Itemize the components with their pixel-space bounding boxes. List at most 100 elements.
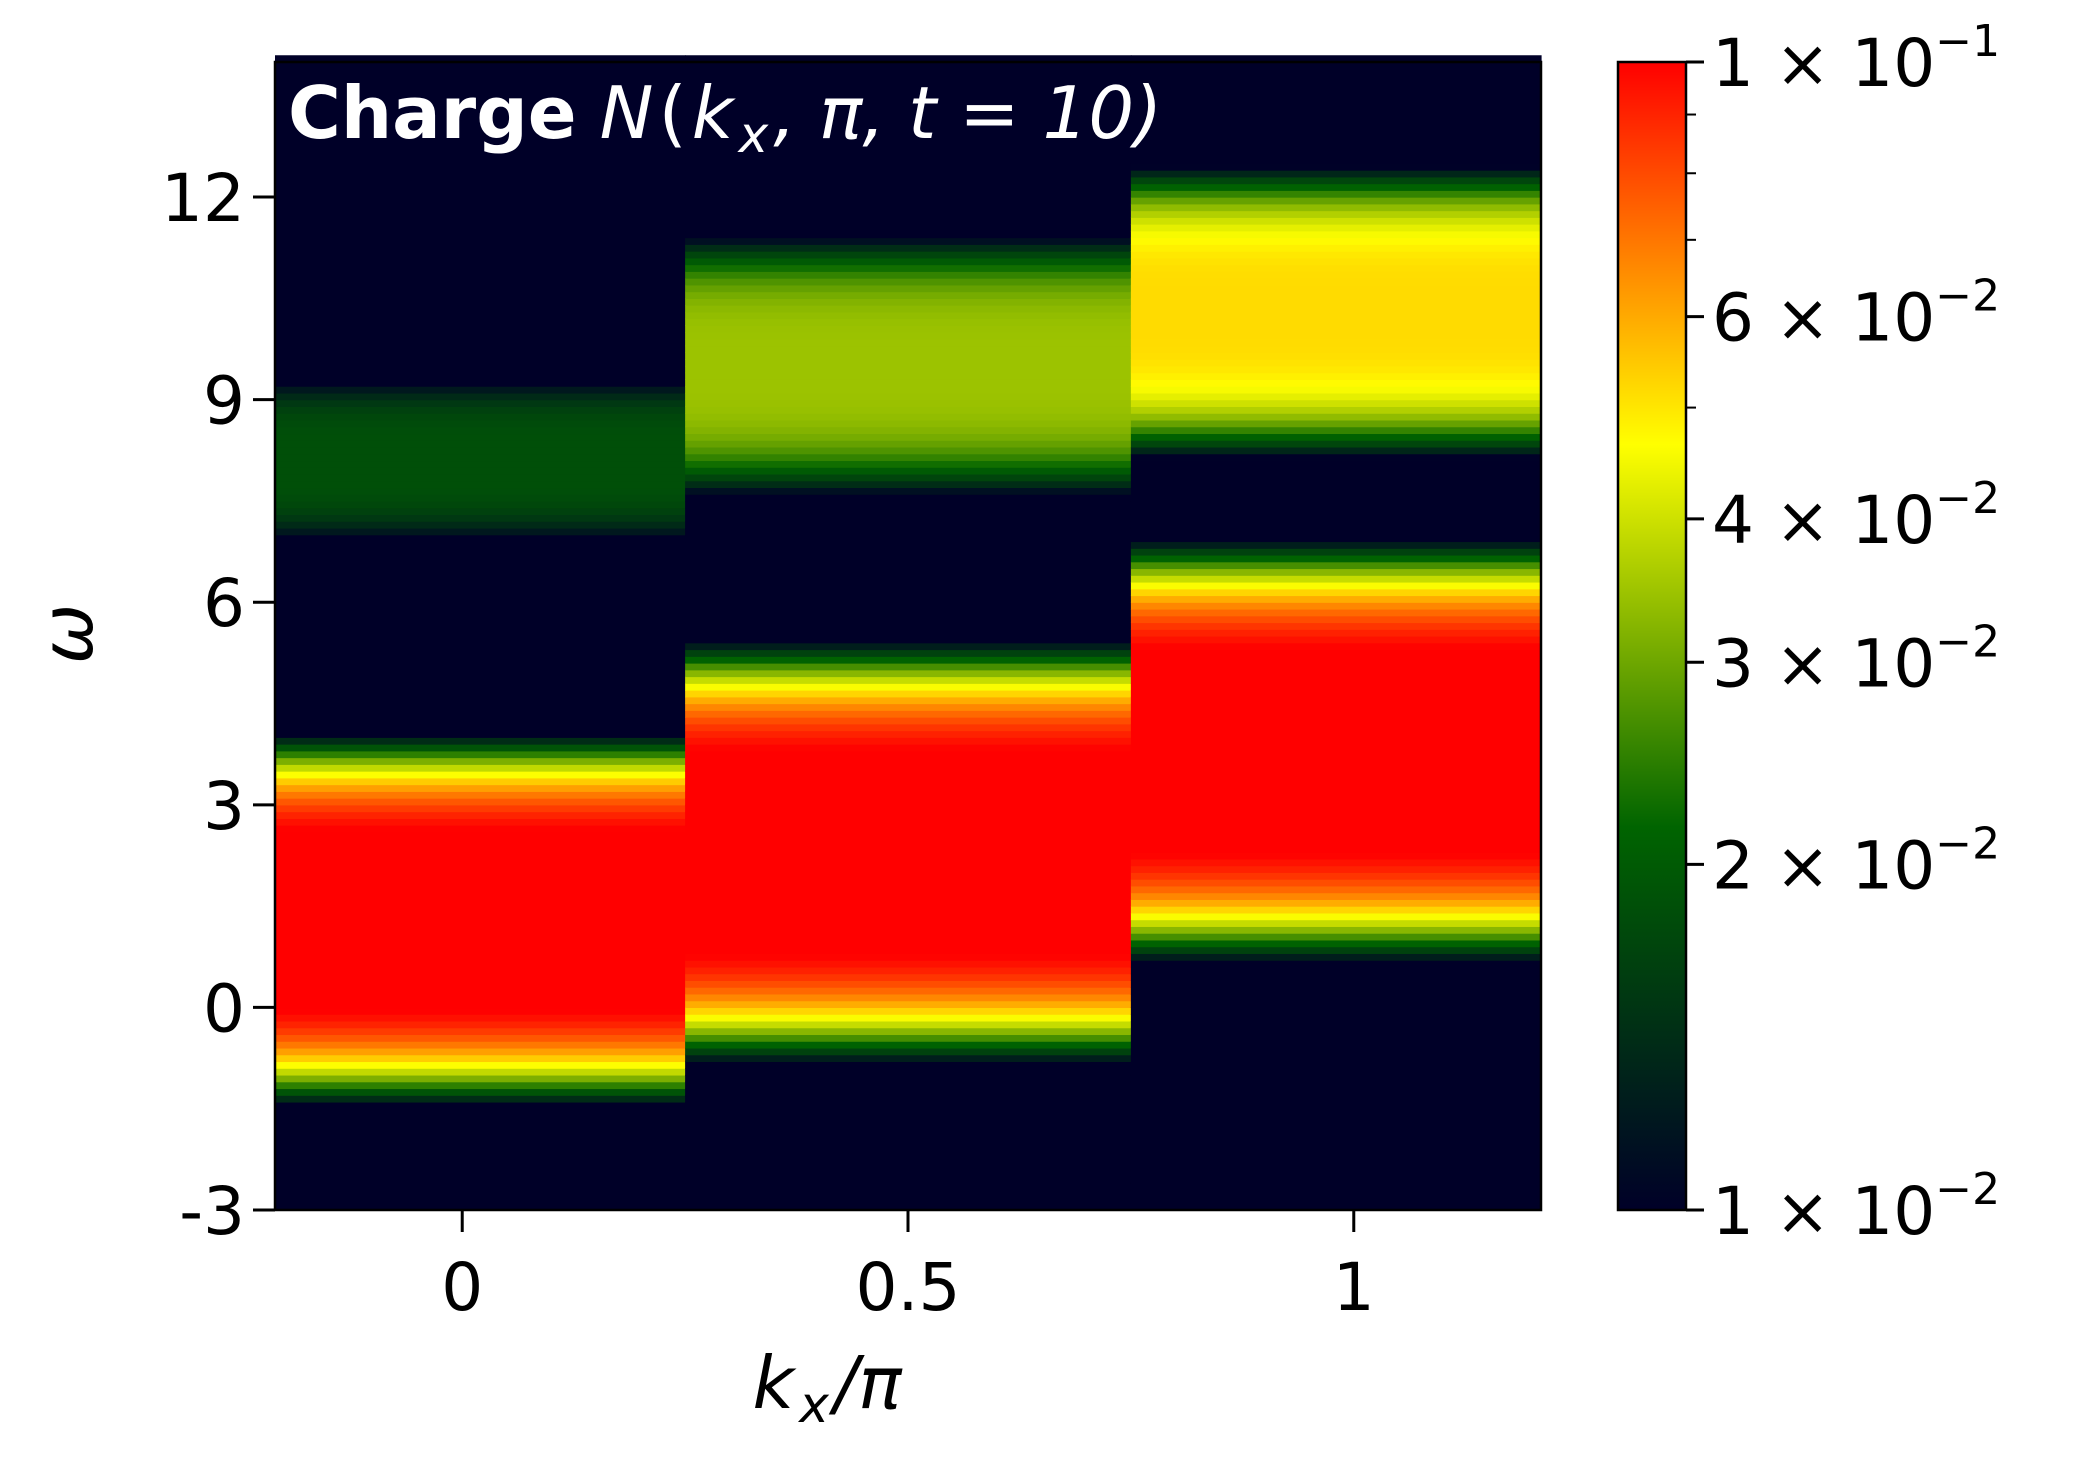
heatmap-cell (275, 1122, 686, 1130)
heatmap-cell (685, 629, 1132, 637)
heatmap-cell (1130, 858, 1542, 867)
heatmap-cell (1130, 696, 1542, 705)
heatmap-cell (275, 1176, 686, 1184)
heatmap-cell (1130, 1128, 1542, 1137)
heatmap-cell (685, 588, 1132, 597)
heatmap-cell (275, 636, 686, 644)
heatmap-cell (685, 710, 1132, 718)
heatmap-cell (685, 176, 1132, 185)
heatmap-cell (685, 744, 1132, 752)
heatmap-cell (685, 757, 1132, 765)
heatmap-cell (1130, 163, 1542, 171)
heatmap-cell (685, 663, 1132, 671)
heatmap-cell (275, 953, 686, 961)
heatmap-cell (275, 750, 686, 759)
heatmap-cell (685, 1034, 1132, 1042)
heatmap-cell (685, 365, 1132, 374)
heatmap-cell (275, 1182, 686, 1191)
heatmap-cell (1130, 143, 1542, 151)
heatmap-cell (275, 845, 686, 853)
heatmap-cell (275, 440, 686, 448)
heatmap-cell (685, 122, 1132, 131)
heatmap-cell (685, 1081, 1132, 1090)
heatmap-cell (685, 386, 1132, 394)
heatmap-cell (1130, 892, 1542, 900)
heatmap-cell (275, 730, 686, 738)
heatmap-cell (685, 129, 1132, 137)
heatmap-cell (1130, 89, 1542, 97)
heatmap-cell (275, 804, 686, 813)
heatmap-cell (685, 791, 1132, 799)
heatmap-cell (275, 561, 686, 570)
heatmap-cell (685, 858, 1132, 867)
heatmap-cell (275, 663, 686, 671)
heatmap-cell (1130, 149, 1542, 158)
heatmap-cell (275, 541, 686, 549)
heatmap-cell (685, 622, 1132, 630)
y-tick-label: 9 (203, 363, 245, 440)
heatmap-cell (685, 987, 1132, 995)
heatmap-cell (275, 1196, 686, 1204)
heatmap-cell (275, 217, 686, 225)
heatmap-cell (1130, 663, 1542, 671)
heatmap-cell (1130, 190, 1542, 198)
heatmap-cell (685, 102, 1132, 110)
heatmap-cell (685, 487, 1132, 495)
heatmap-cell (1130, 852, 1542, 860)
heatmap-cell (1130, 804, 1542, 813)
heatmap-cell (275, 122, 686, 131)
heatmap-cell (275, 615, 686, 624)
title-symbol: N (600, 71, 654, 155)
heatmap-cell (275, 325, 686, 333)
heatmap-cell (685, 136, 1132, 144)
heatmap-cell (685, 82, 1132, 90)
heatmap-cell (685, 1115, 1132, 1123)
heatmap-cell (275, 885, 686, 894)
heatmap-cell (275, 642, 686, 651)
heatmap-cell (275, 372, 686, 380)
heatmap-cell (275, 183, 686, 191)
heatmap-cell (685, 1155, 1132, 1164)
heatmap-cell (1130, 453, 1542, 462)
heatmap-cell (685, 771, 1132, 779)
heatmap-cell (1130, 939, 1542, 948)
heatmap-cell (275, 197, 686, 205)
heatmap-cell (1130, 68, 1542, 77)
heatmap-cell (275, 311, 686, 320)
heatmap-cell (1130, 1189, 1542, 1198)
heatmap-cell (275, 433, 686, 441)
heatmap-cell (1130, 575, 1542, 583)
heatmap-cell (685, 615, 1132, 624)
heatmap-cell (275, 683, 686, 691)
heatmap-cell (685, 89, 1132, 97)
heatmap-cell (1130, 1115, 1542, 1123)
heatmap-cell (1130, 649, 1542, 657)
heatmap-cell (685, 1095, 1132, 1103)
heatmap-cell (275, 906, 686, 914)
heatmap-cell (275, 109, 686, 117)
heatmap-cell (275, 1135, 686, 1144)
heatmap-cell (275, 345, 686, 353)
heatmap-cell (685, 818, 1132, 826)
heatmap-cell (1130, 345, 1542, 353)
heatmap-cell (685, 298, 1132, 306)
heatmap-cell (685, 723, 1132, 732)
heatmap-cell (275, 879, 686, 887)
heatmap-cell (275, 1203, 686, 1211)
colorbar-tick-label: 4 × 10−2 (1712, 473, 2000, 559)
heatmap-cell (685, 825, 1132, 833)
heatmap-cell (685, 1128, 1132, 1137)
heatmap-cell (1130, 561, 1542, 570)
heatmap-cells (275, 55, 1542, 1211)
heatmap-cell (685, 210, 1132, 218)
heatmap-cell (685, 690, 1132, 698)
heatmap-cell (685, 683, 1132, 691)
heatmap-cell (1130, 386, 1542, 394)
heatmap-cell (1130, 122, 1542, 131)
heatmap-cell (275, 244, 686, 252)
heatmap-cell (1130, 264, 1542, 272)
heatmap-cell (275, 575, 686, 583)
heatmap-cell (1130, 750, 1542, 759)
heatmap-cell (685, 1162, 1132, 1171)
